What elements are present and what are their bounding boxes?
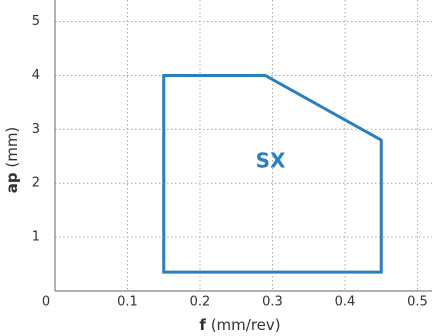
x-label-unit: (mm/rev)	[211, 316, 281, 334]
y-tick-label: 4	[32, 68, 40, 83]
y-axis-label: ap (mm)	[3, 127, 21, 194]
x-tick-label: 0.4	[335, 295, 356, 310]
y-tick-label: 1	[32, 230, 40, 245]
x-label-symbol: f	[199, 316, 206, 334]
y-tick-label: 5	[32, 14, 40, 29]
y-label-symbol: ap	[3, 172, 21, 193]
x-tick-label: 0	[42, 295, 50, 310]
x-tick-label: 0.1	[117, 295, 138, 310]
y-tick-label: 2	[32, 176, 40, 191]
x-tick-label: 0.5	[407, 295, 428, 310]
x-tick-label: 0.3	[262, 295, 283, 310]
x-axis-label: f (mm/rev)	[199, 316, 280, 334]
y-tick-label: 3	[32, 122, 40, 137]
x-tick-label: 0.2	[190, 295, 211, 310]
region	[162, 73, 383, 274]
region-label: SX	[256, 148, 286, 172]
y-label-unit: (mm)	[3, 127, 21, 168]
